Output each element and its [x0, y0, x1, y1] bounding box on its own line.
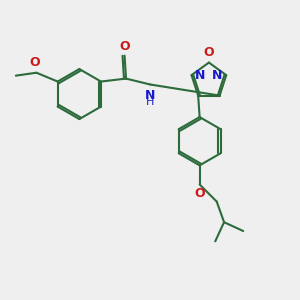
Text: O: O [204, 46, 214, 59]
Text: N: N [145, 89, 155, 102]
Text: N: N [195, 69, 206, 82]
Text: O: O [194, 188, 205, 200]
Text: O: O [30, 56, 40, 69]
Text: H: H [146, 97, 154, 107]
Text: O: O [119, 40, 130, 53]
Text: N: N [212, 69, 222, 82]
